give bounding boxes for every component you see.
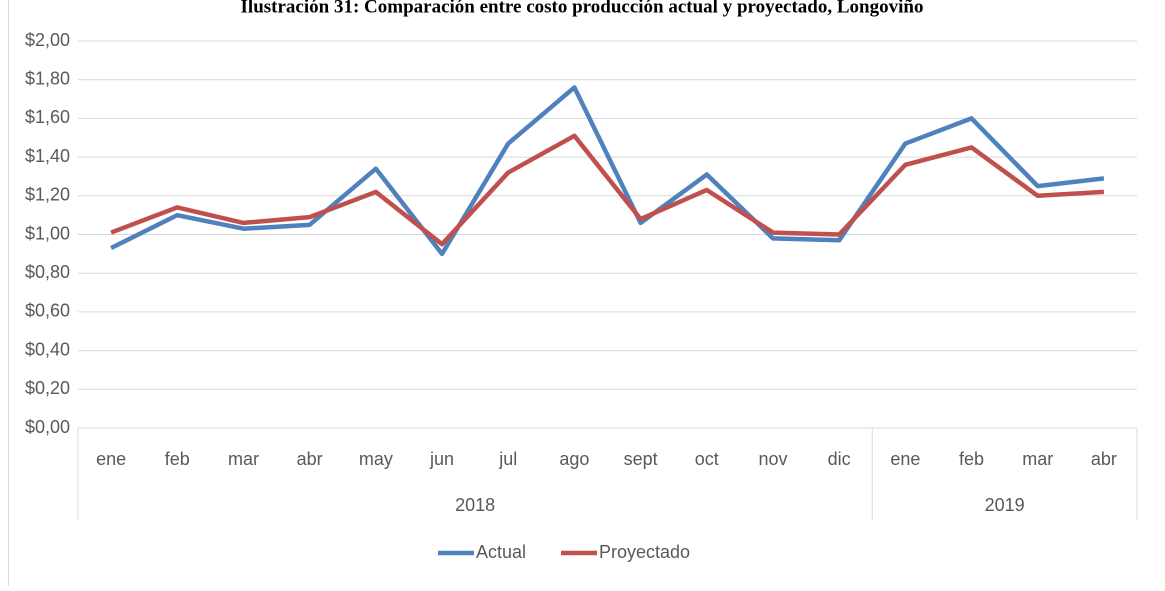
x-tick-label: ene [890, 449, 920, 469]
x-group-label: 2018 [455, 495, 495, 515]
y-tick-label: $1,80 [25, 68, 70, 88]
y-tick-label: $0,80 [25, 262, 70, 282]
x-tick-label: abr [297, 449, 323, 469]
x-tick-label: mar [228, 449, 259, 469]
y-tick-label: $1,00 [25, 223, 70, 243]
x-tick-label: nov [758, 449, 787, 469]
y-tick-label: $0,20 [25, 378, 70, 398]
x-tick-label: ago [559, 449, 589, 469]
y-tick-label: $2,00 [25, 30, 70, 50]
x-tick-label: jun [429, 449, 454, 469]
y-tick-label: $0,60 [25, 301, 70, 321]
y-tick-label: $0,00 [25, 417, 70, 437]
x-group-label: 2019 [985, 495, 1025, 515]
chart-title: Ilustración 31: Comparación entre costo … [241, 0, 924, 17]
x-tick-label: jul [498, 449, 517, 469]
legend-label: Actual [476, 542, 526, 562]
series-line [111, 87, 1104, 253]
y-tick-label: $0,40 [25, 339, 70, 359]
x-tick-label: mar [1022, 449, 1053, 469]
x-tick-label: ene [96, 449, 126, 469]
x-tick-label: feb [959, 449, 984, 469]
x-tick-label: may [359, 449, 393, 469]
legend-label: Proyectado [599, 542, 690, 562]
x-tick-label: sept [624, 449, 658, 469]
x-tick-label: dic [828, 449, 851, 469]
y-tick-label: $1,60 [25, 107, 70, 127]
y-tick-label: $1,40 [25, 146, 70, 166]
y-tick-label: $1,20 [25, 185, 70, 205]
x-tick-label: feb [165, 449, 190, 469]
x-tick-label: oct [695, 449, 719, 469]
x-tick-label: abr [1091, 449, 1117, 469]
